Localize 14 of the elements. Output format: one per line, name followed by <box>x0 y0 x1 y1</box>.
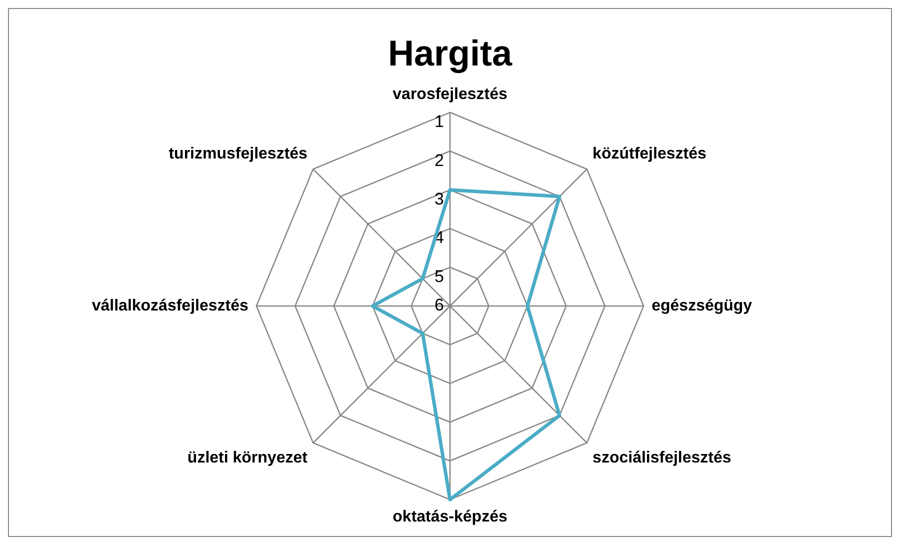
spoke-label: közútfejlesztés <box>592 145 706 162</box>
y-tick-label: 5 <box>434 266 444 286</box>
spoke-label: turizmusfejlesztés <box>168 145 308 162</box>
spoke-label: oktatás-képzés <box>392 508 508 526</box>
y-tick-label: 1 <box>434 112 444 132</box>
spoke-label: vállalkozásfejlesztés <box>92 297 248 314</box>
spoke-label: egészségügy <box>652 297 752 314</box>
chart-title: Hargita <box>388 32 513 74</box>
y-tick-label: 2 <box>434 150 444 170</box>
y-tick-label: 3 <box>434 190 444 209</box>
spoke-label: szociálisfejlesztés <box>592 450 732 467</box>
spoke-label: üzleti környezet <box>187 450 308 467</box>
spoke-label: varosfejlesztés <box>392 86 508 104</box>
y-tick-label: 6 <box>434 296 444 315</box>
